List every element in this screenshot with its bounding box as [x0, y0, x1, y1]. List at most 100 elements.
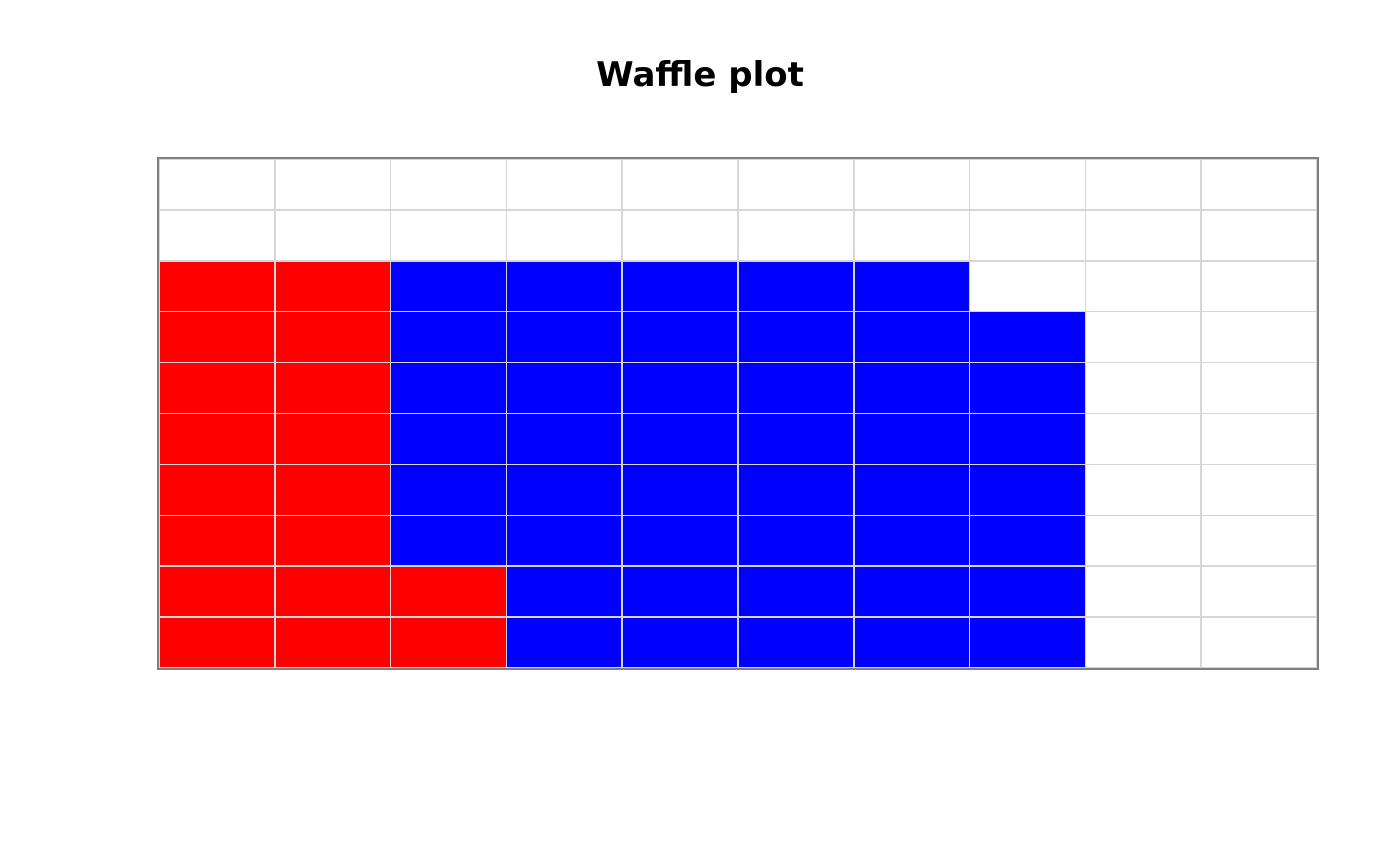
waffle-cell-blue [738, 617, 854, 668]
waffle-cell-blue [854, 312, 969, 362]
waffle-cell-blue [854, 261, 969, 311]
waffle-cell-blue [970, 312, 1085, 362]
waffle-cell-blue [391, 516, 506, 566]
waffle-cell-blue [622, 465, 738, 515]
waffle-cell-empty [507, 210, 622, 261]
waffle-cell-red [275, 312, 390, 362]
waffle-cell-empty [159, 159, 275, 210]
waffle-cell-blue [738, 312, 854, 362]
waffle-cell-blue [970, 566, 1085, 617]
waffle-cell-empty [622, 210, 738, 261]
waffle-cell-empty [1201, 414, 1317, 464]
waffle-cell-empty [391, 159, 506, 210]
waffle-cell-blue [507, 363, 622, 413]
waffle-cell-blue [622, 566, 738, 617]
waffle-cell-empty [738, 210, 854, 261]
waffle-cell-blue [622, 363, 738, 413]
waffle-cell-blue [507, 516, 622, 566]
waffle-cell-empty [854, 159, 969, 210]
waffle-cell-blue [854, 516, 969, 566]
waffle-cell-empty [1201, 261, 1317, 311]
waffle-cell-blue [854, 617, 969, 668]
waffle-cell-blue [507, 566, 622, 617]
waffle-cell-blue [391, 414, 506, 464]
waffle-cell-blue [622, 617, 738, 668]
waffle-cell-blue [391, 465, 506, 515]
waffle-cell-red [159, 465, 275, 515]
waffle-cell-blue [622, 261, 738, 311]
waffle-cell-blue [507, 465, 622, 515]
waffle-cell-blue [738, 516, 854, 566]
waffle-cell-empty [275, 210, 390, 261]
waffle-cell-red [275, 617, 390, 668]
waffle-cell-blue [970, 414, 1085, 464]
waffle-cell-empty [1086, 566, 1201, 617]
waffle-cell-red [275, 465, 390, 515]
waffle-cell-red [275, 516, 390, 566]
waffle-cell-empty [738, 159, 854, 210]
waffle-cell-empty [1201, 516, 1317, 566]
waffle-cell-red [391, 566, 506, 617]
waffle-cell-red [275, 566, 390, 617]
waffle-cell-empty [1086, 363, 1201, 413]
waffle-cell-blue [854, 414, 969, 464]
waffle-cell-blue [738, 414, 854, 464]
waffle-cell-empty [854, 210, 969, 261]
waffle-cell-blue [507, 617, 622, 668]
waffle-cell-empty [970, 210, 1085, 261]
waffle-cell-empty [1201, 312, 1317, 362]
waffle-cell-blue [622, 516, 738, 566]
waffle-chart-axes [157, 157, 1319, 670]
waffle-cell-empty [1201, 566, 1317, 617]
waffle-cell-red [159, 261, 275, 311]
waffle-cell-red [159, 516, 275, 566]
waffle-cell-empty [1086, 516, 1201, 566]
waffle-cell-blue [391, 261, 506, 311]
waffle-cell-empty [1086, 210, 1201, 261]
waffle-cell-empty [970, 159, 1085, 210]
waffle-cell-empty [1201, 210, 1317, 261]
page-title: Waffle plot [596, 55, 804, 95]
waffle-cell-blue [507, 414, 622, 464]
waffle-cell-blue [970, 617, 1085, 668]
waffle-cell-red [159, 414, 275, 464]
waffle-cell-blue [854, 465, 969, 515]
waffle-cell-empty [507, 159, 622, 210]
waffle-cell-blue [970, 465, 1085, 515]
waffle-cell-red [275, 261, 390, 311]
waffle-cell-empty [1201, 363, 1317, 413]
waffle-cell-red [159, 617, 275, 668]
waffle-cell-empty [1201, 617, 1317, 668]
waffle-cell-red [159, 363, 275, 413]
waffle-cell-empty [1201, 159, 1317, 210]
waffle-cell-blue [854, 566, 969, 617]
waffle-cell-blue [970, 363, 1085, 413]
waffle-cell-empty [391, 210, 506, 261]
waffle-cell-empty [275, 159, 390, 210]
waffle-cell-empty [1086, 159, 1201, 210]
waffle-cell-empty [970, 261, 1085, 311]
waffle-cell-blue [391, 312, 506, 362]
waffle-cell-blue [970, 516, 1085, 566]
waffle-cell-empty [1086, 617, 1201, 668]
waffle-cell-blue [854, 363, 969, 413]
waffle-cell-blue [391, 363, 506, 413]
waffle-cell-blue [738, 261, 854, 311]
waffle-cell-blue [738, 363, 854, 413]
waffle-cell-blue [622, 414, 738, 464]
waffle-cell-red [275, 414, 390, 464]
waffle-cell-empty [1201, 465, 1317, 515]
waffle-cell-blue [738, 465, 854, 515]
waffle-cell-red [275, 363, 390, 413]
waffle-cell-empty [1086, 414, 1201, 464]
waffle-cell-empty [159, 210, 275, 261]
waffle-cell-blue [507, 261, 622, 311]
waffle-grid [159, 159, 1317, 668]
waffle-cell-empty [1086, 312, 1201, 362]
waffle-cell-red [391, 617, 506, 668]
waffle-cell-empty [1086, 465, 1201, 515]
waffle-cell-blue [738, 566, 854, 617]
waffle-cell-red [159, 566, 275, 617]
waffle-cell-blue [622, 312, 738, 362]
